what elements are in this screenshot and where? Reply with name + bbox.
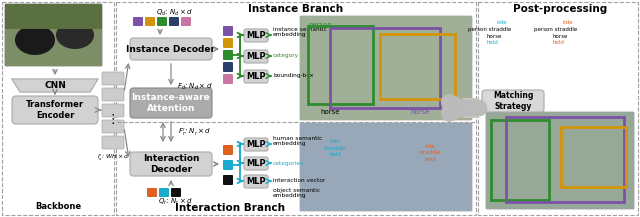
FancyBboxPatch shape: [223, 26, 233, 36]
Bar: [300, 123, 472, 211]
FancyBboxPatch shape: [223, 50, 233, 60]
Text: MLP: MLP: [246, 159, 266, 168]
FancyBboxPatch shape: [223, 160, 233, 170]
Bar: [478, 2, 638, 215]
Bar: [300, 16, 472, 120]
Bar: [380, 34, 455, 99]
FancyBboxPatch shape: [145, 17, 155, 26]
FancyBboxPatch shape: [171, 188, 181, 197]
Text: Transformer
Encoder: Transformer Encoder: [26, 100, 84, 120]
Text: Instance Decoder: Instance Decoder: [127, 44, 216, 54]
Text: CNN: CNN: [44, 81, 66, 90]
FancyBboxPatch shape: [223, 145, 233, 155]
FancyBboxPatch shape: [300, 16, 472, 120]
Text: person straddle: person straddle: [468, 26, 511, 31]
Text: Instance-aware
Attention: Instance-aware Attention: [132, 93, 211, 113]
Bar: [2, 2, 114, 215]
FancyBboxPatch shape: [244, 157, 268, 170]
FancyBboxPatch shape: [102, 72, 124, 85]
FancyBboxPatch shape: [244, 138, 268, 151]
Text: Backbone: Backbone: [35, 202, 81, 211]
Bar: [5, 4, 102, 29]
FancyBboxPatch shape: [102, 120, 124, 133]
FancyBboxPatch shape: [130, 88, 212, 118]
Text: $I_s^{\prime}$: $WH\times d$: $I_s^{\prime}$: $WH\times d$: [97, 153, 129, 163]
Bar: [463, 98, 479, 118]
Text: ride
straddle
hold: ride straddle hold: [419, 144, 442, 162]
Text: horse: horse: [320, 109, 340, 115]
Text: Interaction
Decoder: Interaction Decoder: [143, 154, 199, 174]
FancyBboxPatch shape: [181, 17, 191, 26]
Text: ride: ride: [563, 20, 573, 25]
FancyBboxPatch shape: [244, 29, 268, 42]
FancyBboxPatch shape: [482, 90, 544, 112]
Text: ride
straddle
hold: ride straddle hold: [324, 139, 346, 157]
FancyBboxPatch shape: [102, 88, 124, 101]
FancyBboxPatch shape: [147, 188, 157, 197]
Ellipse shape: [56, 21, 94, 49]
FancyBboxPatch shape: [102, 104, 124, 117]
Text: interaction vector: interaction vector: [273, 179, 325, 184]
Text: category: category: [273, 54, 299, 59]
FancyBboxPatch shape: [102, 136, 124, 149]
FancyBboxPatch shape: [133, 17, 143, 26]
Bar: [486, 112, 634, 209]
Text: ⋮: ⋮: [107, 113, 119, 127]
Text: MLP: MLP: [246, 140, 266, 149]
FancyBboxPatch shape: [244, 50, 268, 63]
Text: horse: horse: [486, 33, 502, 38]
Text: person straddle: person straddle: [534, 26, 578, 31]
Text: $Q_r$: $N_r\times d$: $Q_r$: $N_r\times d$: [157, 197, 193, 207]
Polygon shape: [12, 79, 98, 92]
Ellipse shape: [15, 25, 55, 55]
FancyBboxPatch shape: [157, 17, 167, 26]
FancyBboxPatch shape: [244, 70, 268, 83]
FancyBboxPatch shape: [486, 112, 634, 209]
Text: ride: ride: [497, 20, 508, 25]
Text: MLP: MLP: [246, 72, 266, 81]
FancyBboxPatch shape: [223, 175, 233, 185]
Bar: [330, 28, 440, 108]
FancyBboxPatch shape: [244, 175, 268, 188]
FancyBboxPatch shape: [223, 62, 233, 72]
Bar: [116, 2, 476, 215]
Text: Interaction Branch: Interaction Branch: [175, 203, 285, 213]
FancyBboxPatch shape: [12, 96, 98, 124]
Bar: [506, 117, 624, 202]
Text: $F_r^{\prime}$: $N_r\times d$: $F_r^{\prime}$: $N_r\times d$: [179, 127, 212, 139]
FancyBboxPatch shape: [5, 4, 102, 66]
FancyBboxPatch shape: [130, 38, 212, 60]
Text: hold: hold: [486, 41, 498, 46]
Text: MLP: MLP: [246, 31, 266, 40]
Bar: [561, 127, 626, 187]
Text: Matching
Strategy: Matching Strategy: [493, 91, 533, 111]
Text: Instance Branch: Instance Branch: [248, 4, 344, 14]
Bar: [308, 26, 373, 104]
Text: human semantic
embedding: human semantic embedding: [273, 136, 323, 146]
Text: $F_d$: $N_d\times d$: $F_d$: $N_d\times d$: [177, 82, 212, 92]
Text: Post-processing: Post-processing: [513, 4, 607, 14]
FancyBboxPatch shape: [169, 17, 179, 26]
Bar: [5, 4, 102, 66]
Text: hold: hold: [552, 41, 564, 46]
Text: horse: horse: [410, 109, 429, 115]
Text: person: person: [308, 22, 332, 28]
FancyBboxPatch shape: [223, 74, 233, 84]
Text: instance semantic
embedding: instance semantic embedding: [273, 27, 327, 37]
FancyBboxPatch shape: [159, 188, 169, 197]
FancyBboxPatch shape: [300, 123, 472, 211]
Text: bounding-box: bounding-box: [273, 74, 314, 79]
Text: $Q_d$: $N_d\times d$: $Q_d$: $N_d\times d$: [157, 8, 193, 18]
Bar: [491, 120, 549, 200]
Text: object semantic
embedding: object semantic embedding: [273, 188, 320, 198]
Text: categories: categories: [273, 161, 304, 166]
Text: MLP: MLP: [246, 177, 266, 186]
Text: horse: horse: [552, 33, 568, 38]
Text: MLP: MLP: [246, 52, 266, 61]
FancyBboxPatch shape: [130, 152, 212, 176]
FancyBboxPatch shape: [223, 38, 233, 48]
